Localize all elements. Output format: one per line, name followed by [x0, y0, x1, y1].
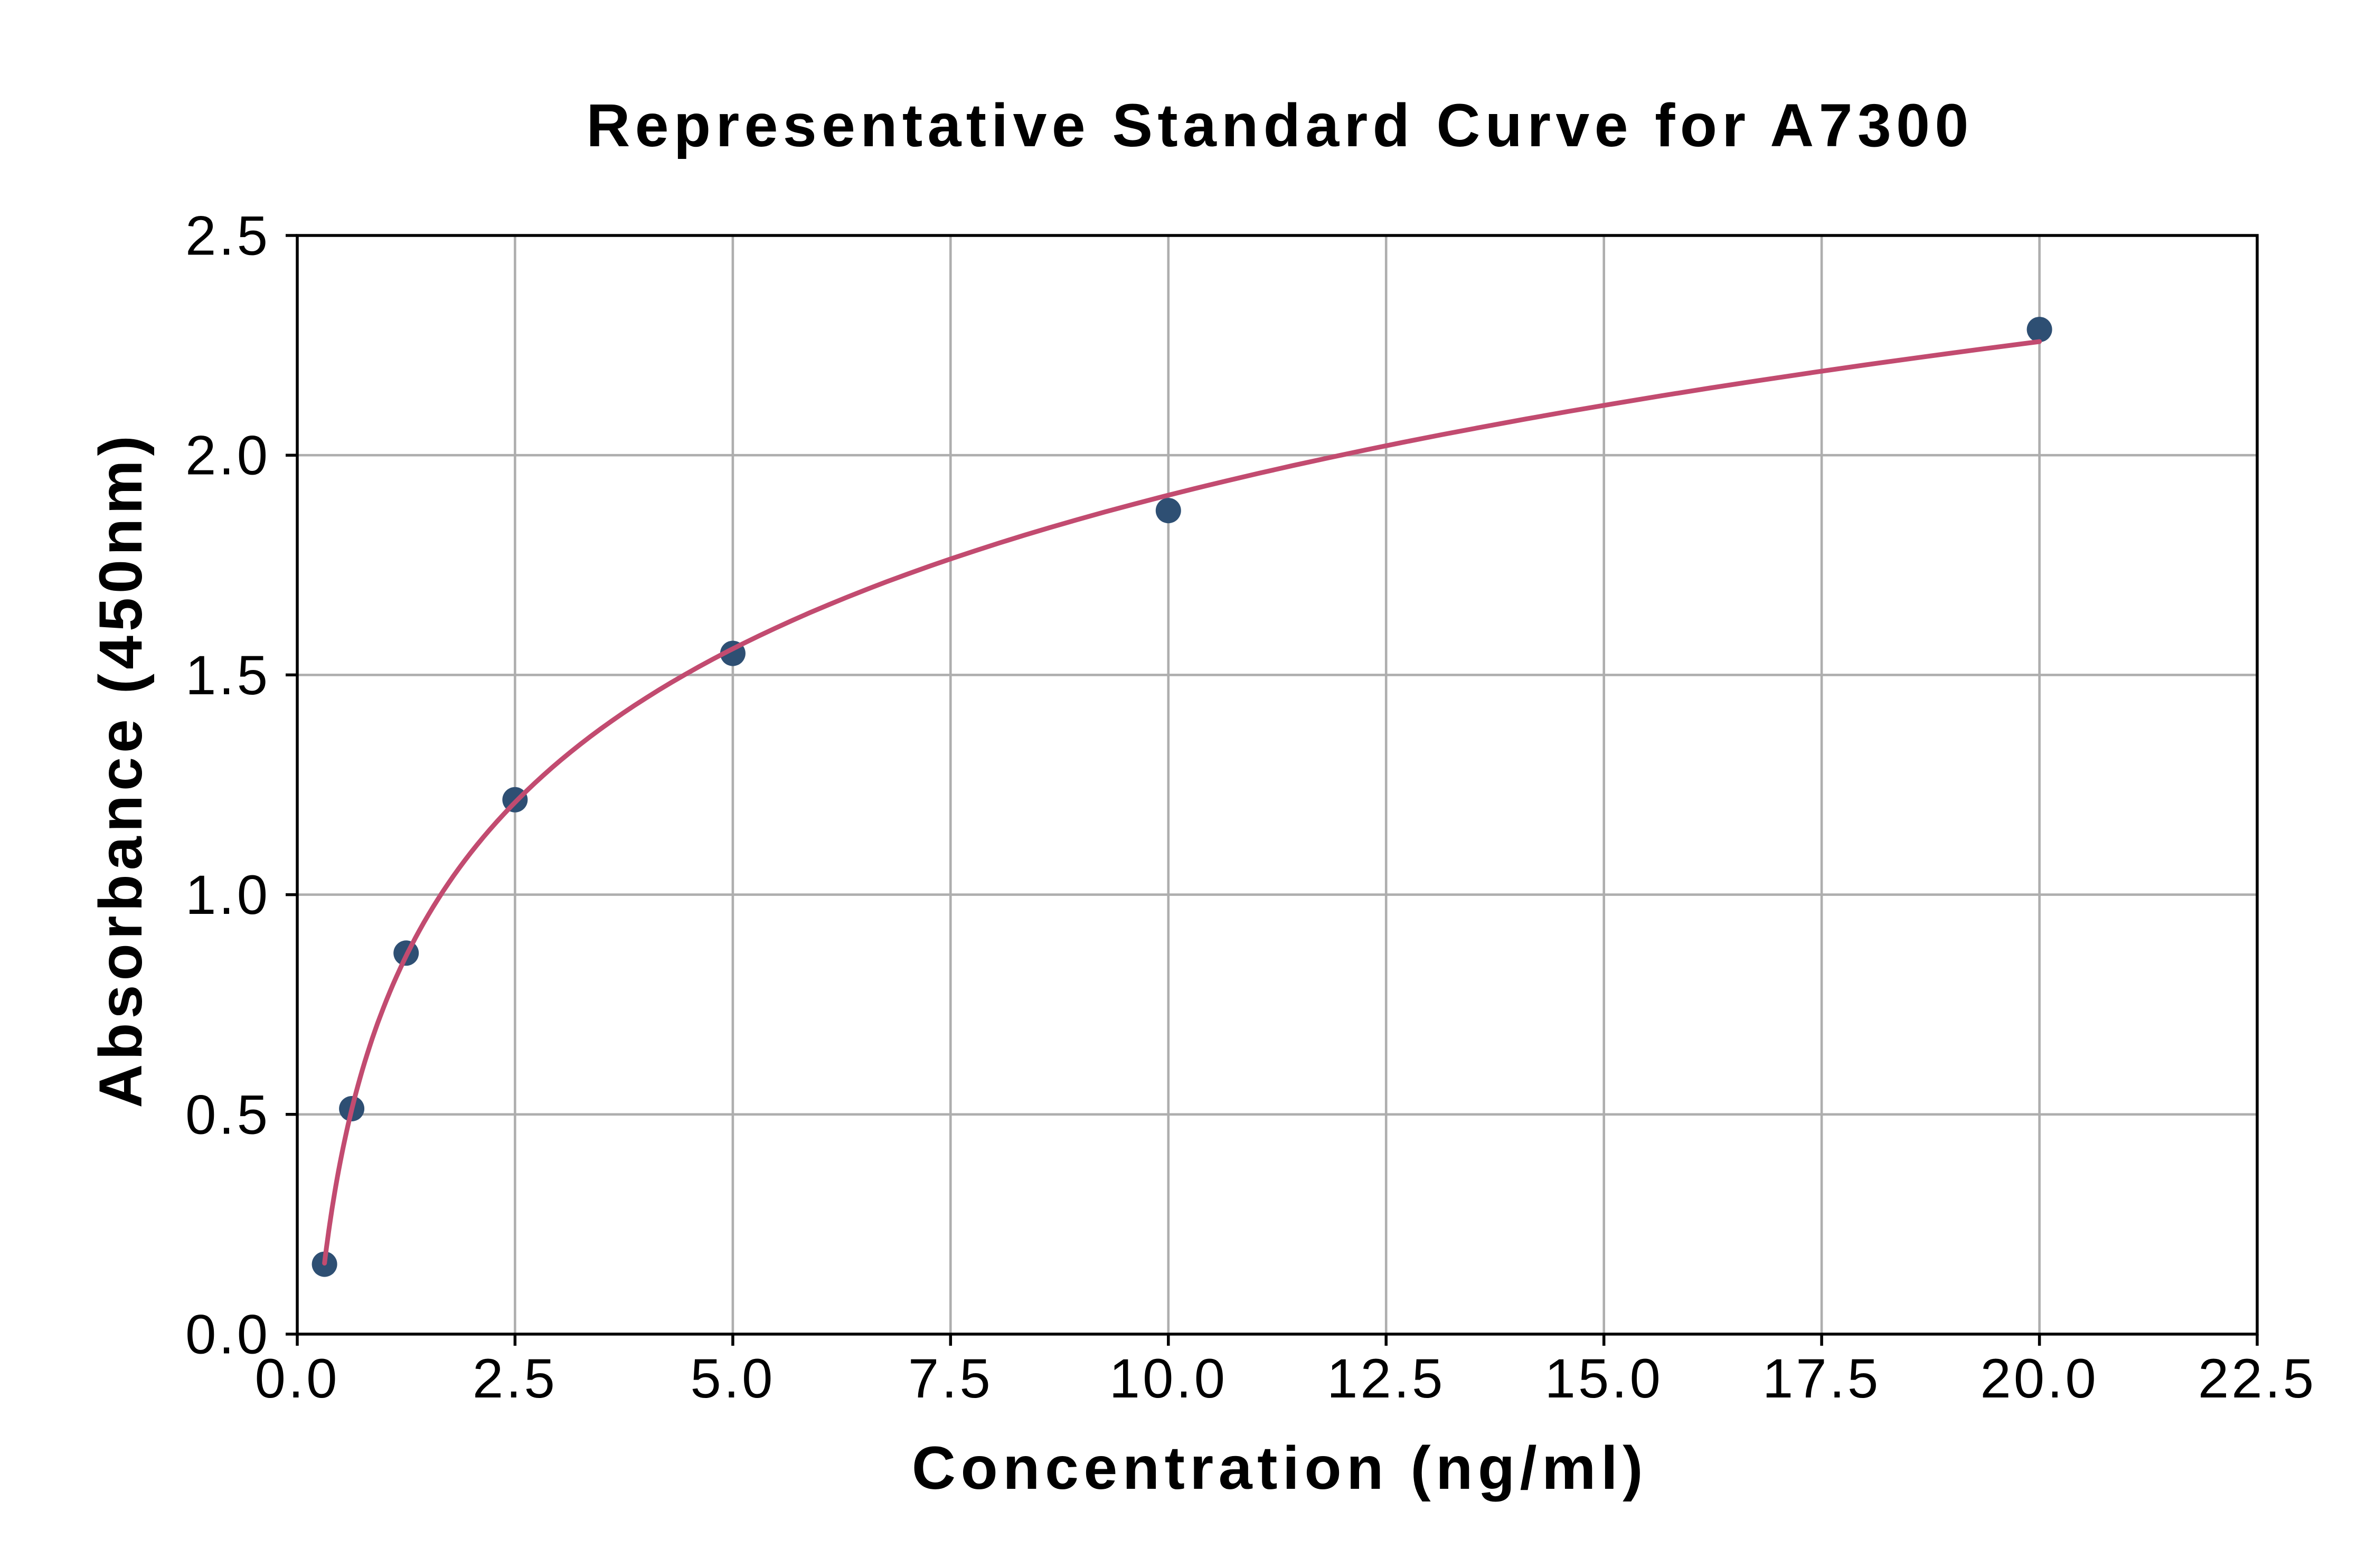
svg-text:17.5: 17.5 — [1762, 1348, 1881, 1410]
svg-text:20.0: 20.0 — [1980, 1348, 2098, 1410]
svg-text:12.5: 12.5 — [1327, 1348, 1445, 1410]
svg-text:Absorbance (450nm): Absorbance (450nm) — [87, 431, 155, 1108]
svg-text:Concentration (ng/ml): Concentration (ng/ml) — [912, 1434, 1648, 1502]
svg-text:1.5: 1.5 — [185, 645, 270, 706]
svg-text:2.5: 2.5 — [185, 205, 270, 267]
svg-text:0.0: 0.0 — [255, 1348, 340, 1410]
svg-text:7.5: 7.5 — [908, 1348, 993, 1410]
svg-text:Representative Standard Curve: Representative Standard Curve for A7300 — [586, 92, 1973, 159]
svg-text:22.5: 22.5 — [2198, 1348, 2316, 1410]
svg-text:0.0: 0.0 — [185, 1304, 270, 1366]
svg-text:2.5: 2.5 — [473, 1348, 558, 1410]
svg-text:5.0: 5.0 — [690, 1348, 775, 1410]
svg-text:2.0: 2.0 — [185, 425, 270, 487]
svg-text:0.5: 0.5 — [185, 1084, 270, 1146]
svg-text:1.0: 1.0 — [185, 864, 270, 926]
svg-text:15.0: 15.0 — [1545, 1348, 1663, 1410]
svg-text:10.0: 10.0 — [1109, 1348, 1228, 1410]
